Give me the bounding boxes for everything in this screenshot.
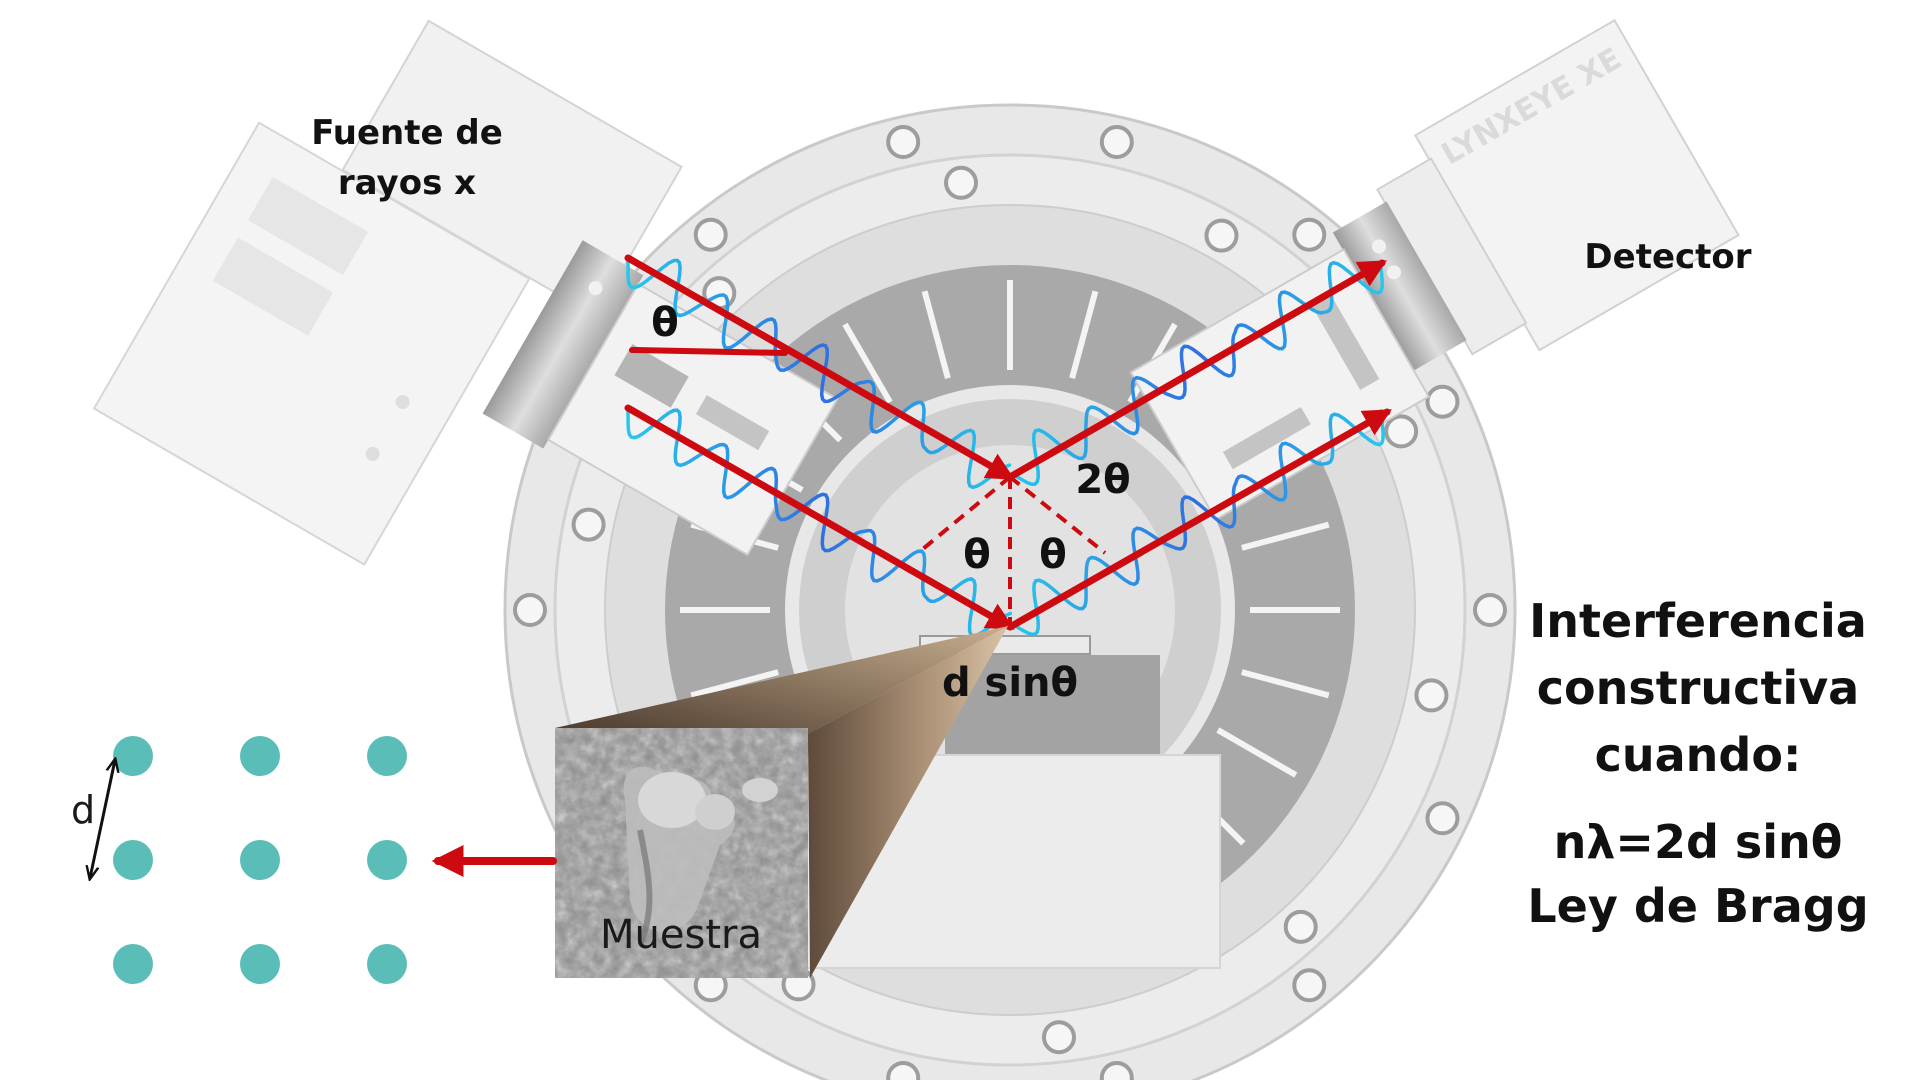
source-housing-bottom bbox=[92, 121, 531, 566]
spoke bbox=[1216, 727, 1298, 778]
crystal-lattice bbox=[113, 736, 407, 984]
condition-line3: cuando: bbox=[1595, 728, 1802, 782]
spoke bbox=[921, 290, 951, 379]
spoke bbox=[842, 322, 893, 404]
path-difference-label: d sinθ bbox=[942, 660, 1078, 706]
xray-waves bbox=[626, 258, 1385, 638]
bolt bbox=[886, 125, 921, 160]
lattice-atom bbox=[113, 944, 153, 984]
incident-ray-lower bbox=[624, 404, 1015, 631]
bolt bbox=[571, 507, 606, 542]
bolt bbox=[693, 217, 728, 252]
bolt bbox=[1425, 801, 1460, 836]
lattice-spacing-arrow bbox=[90, 760, 115, 878]
xray-wave bbox=[626, 408, 1013, 638]
sample-label: Muestra bbox=[600, 912, 762, 958]
incident-angle-label: θ bbox=[651, 300, 678, 346]
spoke bbox=[1069, 290, 1099, 379]
sample-micrograph: Muestra bbox=[555, 728, 808, 978]
lattice-atom bbox=[367, 944, 407, 984]
xray-rays bbox=[624, 254, 1392, 631]
condition-line2: constructiva bbox=[1537, 661, 1859, 715]
bragg-law-name: Ley de Bragg bbox=[1527, 879, 1868, 933]
two-theta-label: 2θ bbox=[1075, 457, 1130, 503]
xray-wave bbox=[1010, 409, 1385, 637]
detector-tube bbox=[1332, 201, 1467, 372]
lattice-spacing-label: d bbox=[71, 788, 95, 832]
bolt bbox=[1292, 968, 1327, 1003]
lattice-atom bbox=[113, 736, 153, 776]
bolt bbox=[1384, 414, 1419, 449]
detector-label: Detector bbox=[1584, 237, 1751, 277]
detector-slit bbox=[1129, 248, 1431, 521]
lattice-atom bbox=[367, 840, 407, 880]
bolt bbox=[1414, 678, 1449, 713]
bolt bbox=[944, 165, 979, 200]
theta-left-label: θ bbox=[963, 532, 990, 578]
source-label-line1: Fuente de bbox=[311, 113, 503, 153]
zoom-beam-top bbox=[555, 626, 1008, 734]
bolt bbox=[1283, 909, 1318, 944]
angle-reference-line bbox=[629, 347, 788, 356]
lattice-atom bbox=[367, 736, 407, 776]
sample-zoom: Muestra bbox=[555, 626, 1008, 978]
incident-ray-upper bbox=[624, 254, 1015, 481]
xray-wave bbox=[1010, 260, 1384, 486]
spoke bbox=[1241, 669, 1330, 699]
lattice-atom bbox=[240, 944, 280, 984]
xray-wave bbox=[626, 258, 1012, 490]
bolt bbox=[513, 593, 547, 627]
bolt bbox=[886, 1060, 921, 1080]
bolt bbox=[1425, 384, 1460, 419]
bolt bbox=[1204, 218, 1239, 253]
spoke bbox=[690, 669, 779, 699]
bragg-condition: Interferencia constructiva cuando: nλ=2d… bbox=[1527, 594, 1868, 933]
source-tube bbox=[482, 240, 644, 449]
condition-line1: Interferencia bbox=[1529, 594, 1867, 648]
path-dashed-right bbox=[1008, 475, 1107, 555]
bolt bbox=[1099, 125, 1134, 160]
diffracted-ray-upper bbox=[1006, 259, 1387, 481]
bragg-equation: nλ=2d sinθ bbox=[1554, 815, 1843, 869]
bolt bbox=[1041, 1020, 1076, 1055]
lattice-atom bbox=[240, 840, 280, 880]
bolt bbox=[1292, 217, 1327, 252]
bolt bbox=[1473, 593, 1507, 627]
theta-right-label: θ bbox=[1039, 532, 1066, 578]
diffracted-ray-lower bbox=[1006, 408, 1392, 631]
source-label-line2: rayos x bbox=[338, 163, 476, 203]
spoke bbox=[1241, 521, 1330, 551]
zoom-beam-side bbox=[808, 626, 1008, 978]
bolt bbox=[1099, 1060, 1134, 1080]
lattice-atom bbox=[240, 736, 280, 776]
lattice-atom bbox=[113, 840, 153, 880]
